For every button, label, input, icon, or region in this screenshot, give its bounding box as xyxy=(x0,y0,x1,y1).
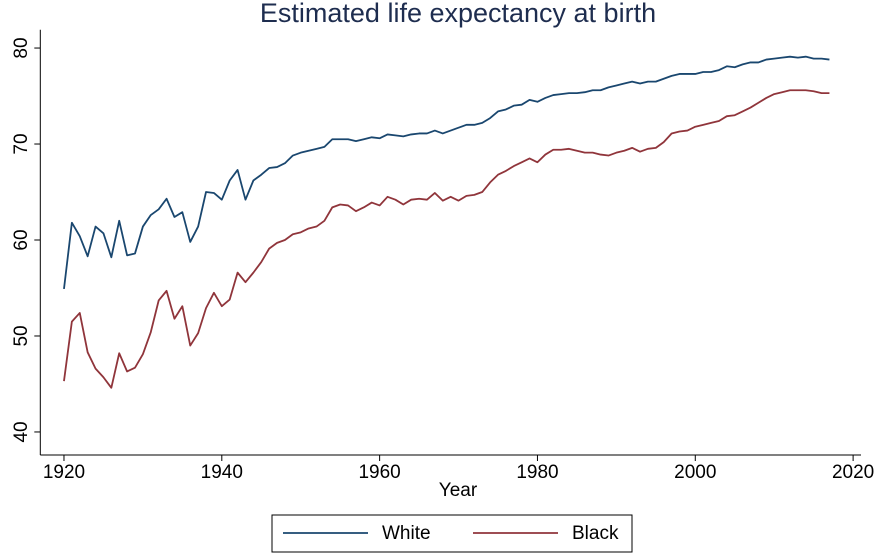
y-tick-label: 70 xyxy=(11,133,32,154)
x-axis-label: Year xyxy=(439,480,478,501)
y-tick-label: 80 xyxy=(11,37,32,58)
y-tick-label: 50 xyxy=(11,325,32,346)
x-tick-label: 2020 xyxy=(832,462,874,483)
legend-label: White xyxy=(382,523,431,544)
y-tick-label: 60 xyxy=(11,229,32,250)
chart-title: Estimated life expectancy at birth xyxy=(260,0,656,28)
series-line xyxy=(63,55,830,290)
legend-label: Black xyxy=(572,523,619,544)
series-line xyxy=(63,89,830,389)
x-tick-label: 1980 xyxy=(516,462,558,483)
x-tick-label: 1940 xyxy=(201,462,243,483)
x-tick-label: 1960 xyxy=(358,462,400,483)
y-tick-label: 40 xyxy=(11,421,32,442)
x-tick-label: 2000 xyxy=(674,462,716,483)
x-tick-label: 1920 xyxy=(43,462,85,483)
